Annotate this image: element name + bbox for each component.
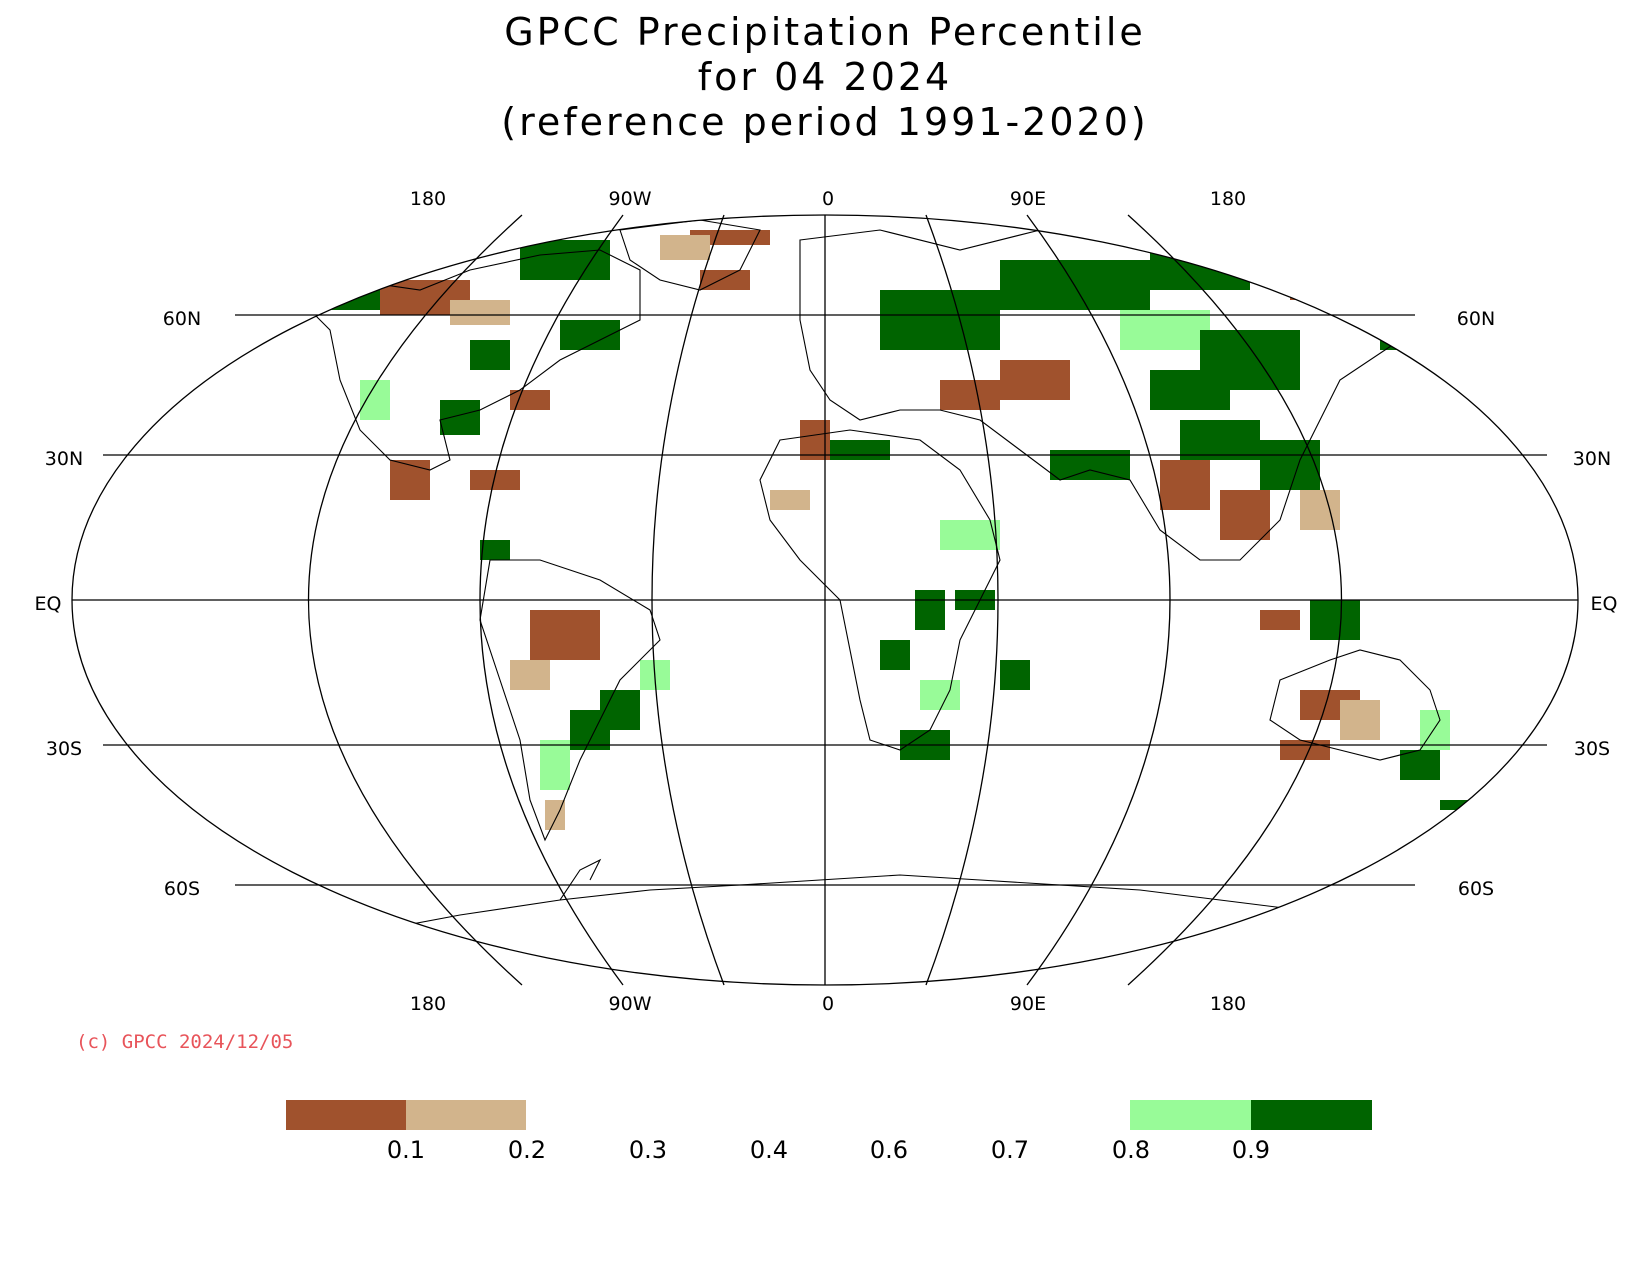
legend-tick-0.4: 0.4 [750, 1136, 788, 1164]
patch [390, 460, 430, 500]
longitude-labels-bottom: 180 90W 0 90E 180 [410, 993, 1246, 1015]
patch [1150, 370, 1230, 410]
patch [1220, 490, 1270, 540]
lon-label-bottom-180e: 180 [1210, 993, 1246, 1015]
patch [700, 270, 750, 290]
lat-label-right-60s: 60S [1458, 878, 1494, 900]
legend-tick-0.9: 0.9 [1232, 1136, 1270, 1164]
patch [1280, 740, 1330, 760]
latitude-labels-right: 60N 30N EQ 30S 60S [1457, 308, 1618, 900]
legend-tick-0.6: 0.6 [870, 1136, 908, 1164]
patch [1300, 490, 1340, 530]
patch [1340, 700, 1380, 740]
patch [470, 470, 520, 490]
copyright-credit: (c) GPCC 2024/12/05 [76, 1031, 293, 1053]
lat-label-right-eq: EQ [1591, 593, 1618, 615]
patch [1260, 440, 1320, 490]
longitude-labels-top: 180 90W 0 90E 180 [410, 188, 1246, 210]
lon-label-top-0: 0 [822, 188, 834, 210]
lon-label-bottom-0: 0 [822, 993, 834, 1015]
legend-box-very-wet [1251, 1100, 1372, 1130]
patch [1000, 360, 1070, 400]
meridian-45e [925, 214, 999, 986]
title-line-3: (reference period 1991-2020) [501, 100, 1148, 144]
patch [915, 590, 945, 630]
meridian-90e [1026, 214, 1171, 986]
patch [1440, 800, 1470, 810]
coastlines [299, 219, 1441, 931]
lon-label-bottom-90w: 90W [609, 993, 652, 1015]
color-legend: 0.1 0.2 0.3 0.4 0.6 0.7 0.8 0.9 [286, 1100, 1372, 1164]
patch [1120, 310, 1210, 350]
patch [920, 680, 960, 710]
meridian-45w [651, 214, 725, 986]
lat-label-right-30n: 30N [1573, 448, 1611, 470]
patch [1150, 240, 1250, 290]
meridian-135e [1127, 214, 1343, 986]
lat-label-right-60n: 60N [1457, 308, 1495, 330]
lon-label-bottom-90e: 90E [1010, 993, 1046, 1015]
patch [1310, 600, 1360, 640]
lon-label-top-180e: 180 [1210, 188, 1246, 210]
lat-label-right-30s: 30S [1574, 738, 1610, 760]
legend-box-dry [406, 1100, 526, 1130]
patch [940, 380, 1000, 410]
patch [1180, 420, 1260, 460]
legend-tick-0.3: 0.3 [629, 1136, 667, 1164]
patch [1380, 320, 1460, 350]
coastline-australia [1269, 649, 1441, 761]
lon-label-top-90w: 90W [609, 188, 652, 210]
coastline-south-america [479, 559, 661, 842]
patch [570, 710, 610, 750]
patch [880, 640, 910, 670]
patch [360, 380, 390, 420]
percentile-patches [290, 230, 1470, 830]
legend-box-wet [1130, 1100, 1251, 1130]
patch [1000, 660, 1030, 690]
coastline-north-america [299, 249, 641, 471]
meridian-90w [479, 214, 624, 986]
lat-label-left-eq: EQ [35, 593, 62, 615]
legend-box-very-dry [286, 1100, 406, 1130]
graticule [71, 214, 1579, 986]
patch [440, 400, 480, 435]
legend-tick-0.2: 0.2 [508, 1136, 546, 1164]
latitude-labels-left: 60N 30N EQ 30S 60S [35, 308, 202, 900]
patch [660, 235, 710, 260]
lat-label-left-60n: 60N [163, 308, 201, 330]
lat-label-left-30n: 30N [45, 448, 83, 470]
patch [530, 610, 600, 660]
patch [770, 490, 810, 510]
legend-tick-0.1: 0.1 [387, 1136, 425, 1164]
patch [510, 660, 550, 690]
patch [450, 300, 510, 325]
meridian-135w [307, 214, 523, 986]
lat-label-left-30s: 30S [46, 738, 82, 760]
lon-label-top-90e: 90E [1010, 188, 1046, 210]
coastline-greenland [619, 219, 761, 291]
lat-label-left-60s: 60S [164, 878, 200, 900]
legend-tick-0.8: 0.8 [1112, 1136, 1150, 1164]
title-line-1: GPCC Precipitation Percentile [504, 10, 1146, 54]
patch [880, 290, 1000, 350]
patch [470, 340, 510, 370]
patch [1160, 460, 1210, 510]
coastline-antarctica [379, 874, 1341, 931]
patch [480, 540, 510, 560]
coastline-africa [759, 429, 1001, 751]
patch [830, 440, 890, 460]
title-line-2: for 04 2024 [698, 55, 952, 99]
patch [1400, 750, 1440, 780]
lon-label-bottom-180w: 180 [410, 993, 446, 1015]
lon-label-top-180w: 180 [410, 188, 446, 210]
legend-tick-0.7: 0.7 [991, 1136, 1029, 1164]
patch [1290, 280, 1350, 300]
patch [520, 240, 610, 280]
patch [545, 800, 565, 830]
coastline-antarctic-peninsula [559, 858, 602, 901]
patch [540, 740, 570, 790]
patch [1260, 610, 1300, 630]
patch [940, 520, 1000, 550]
